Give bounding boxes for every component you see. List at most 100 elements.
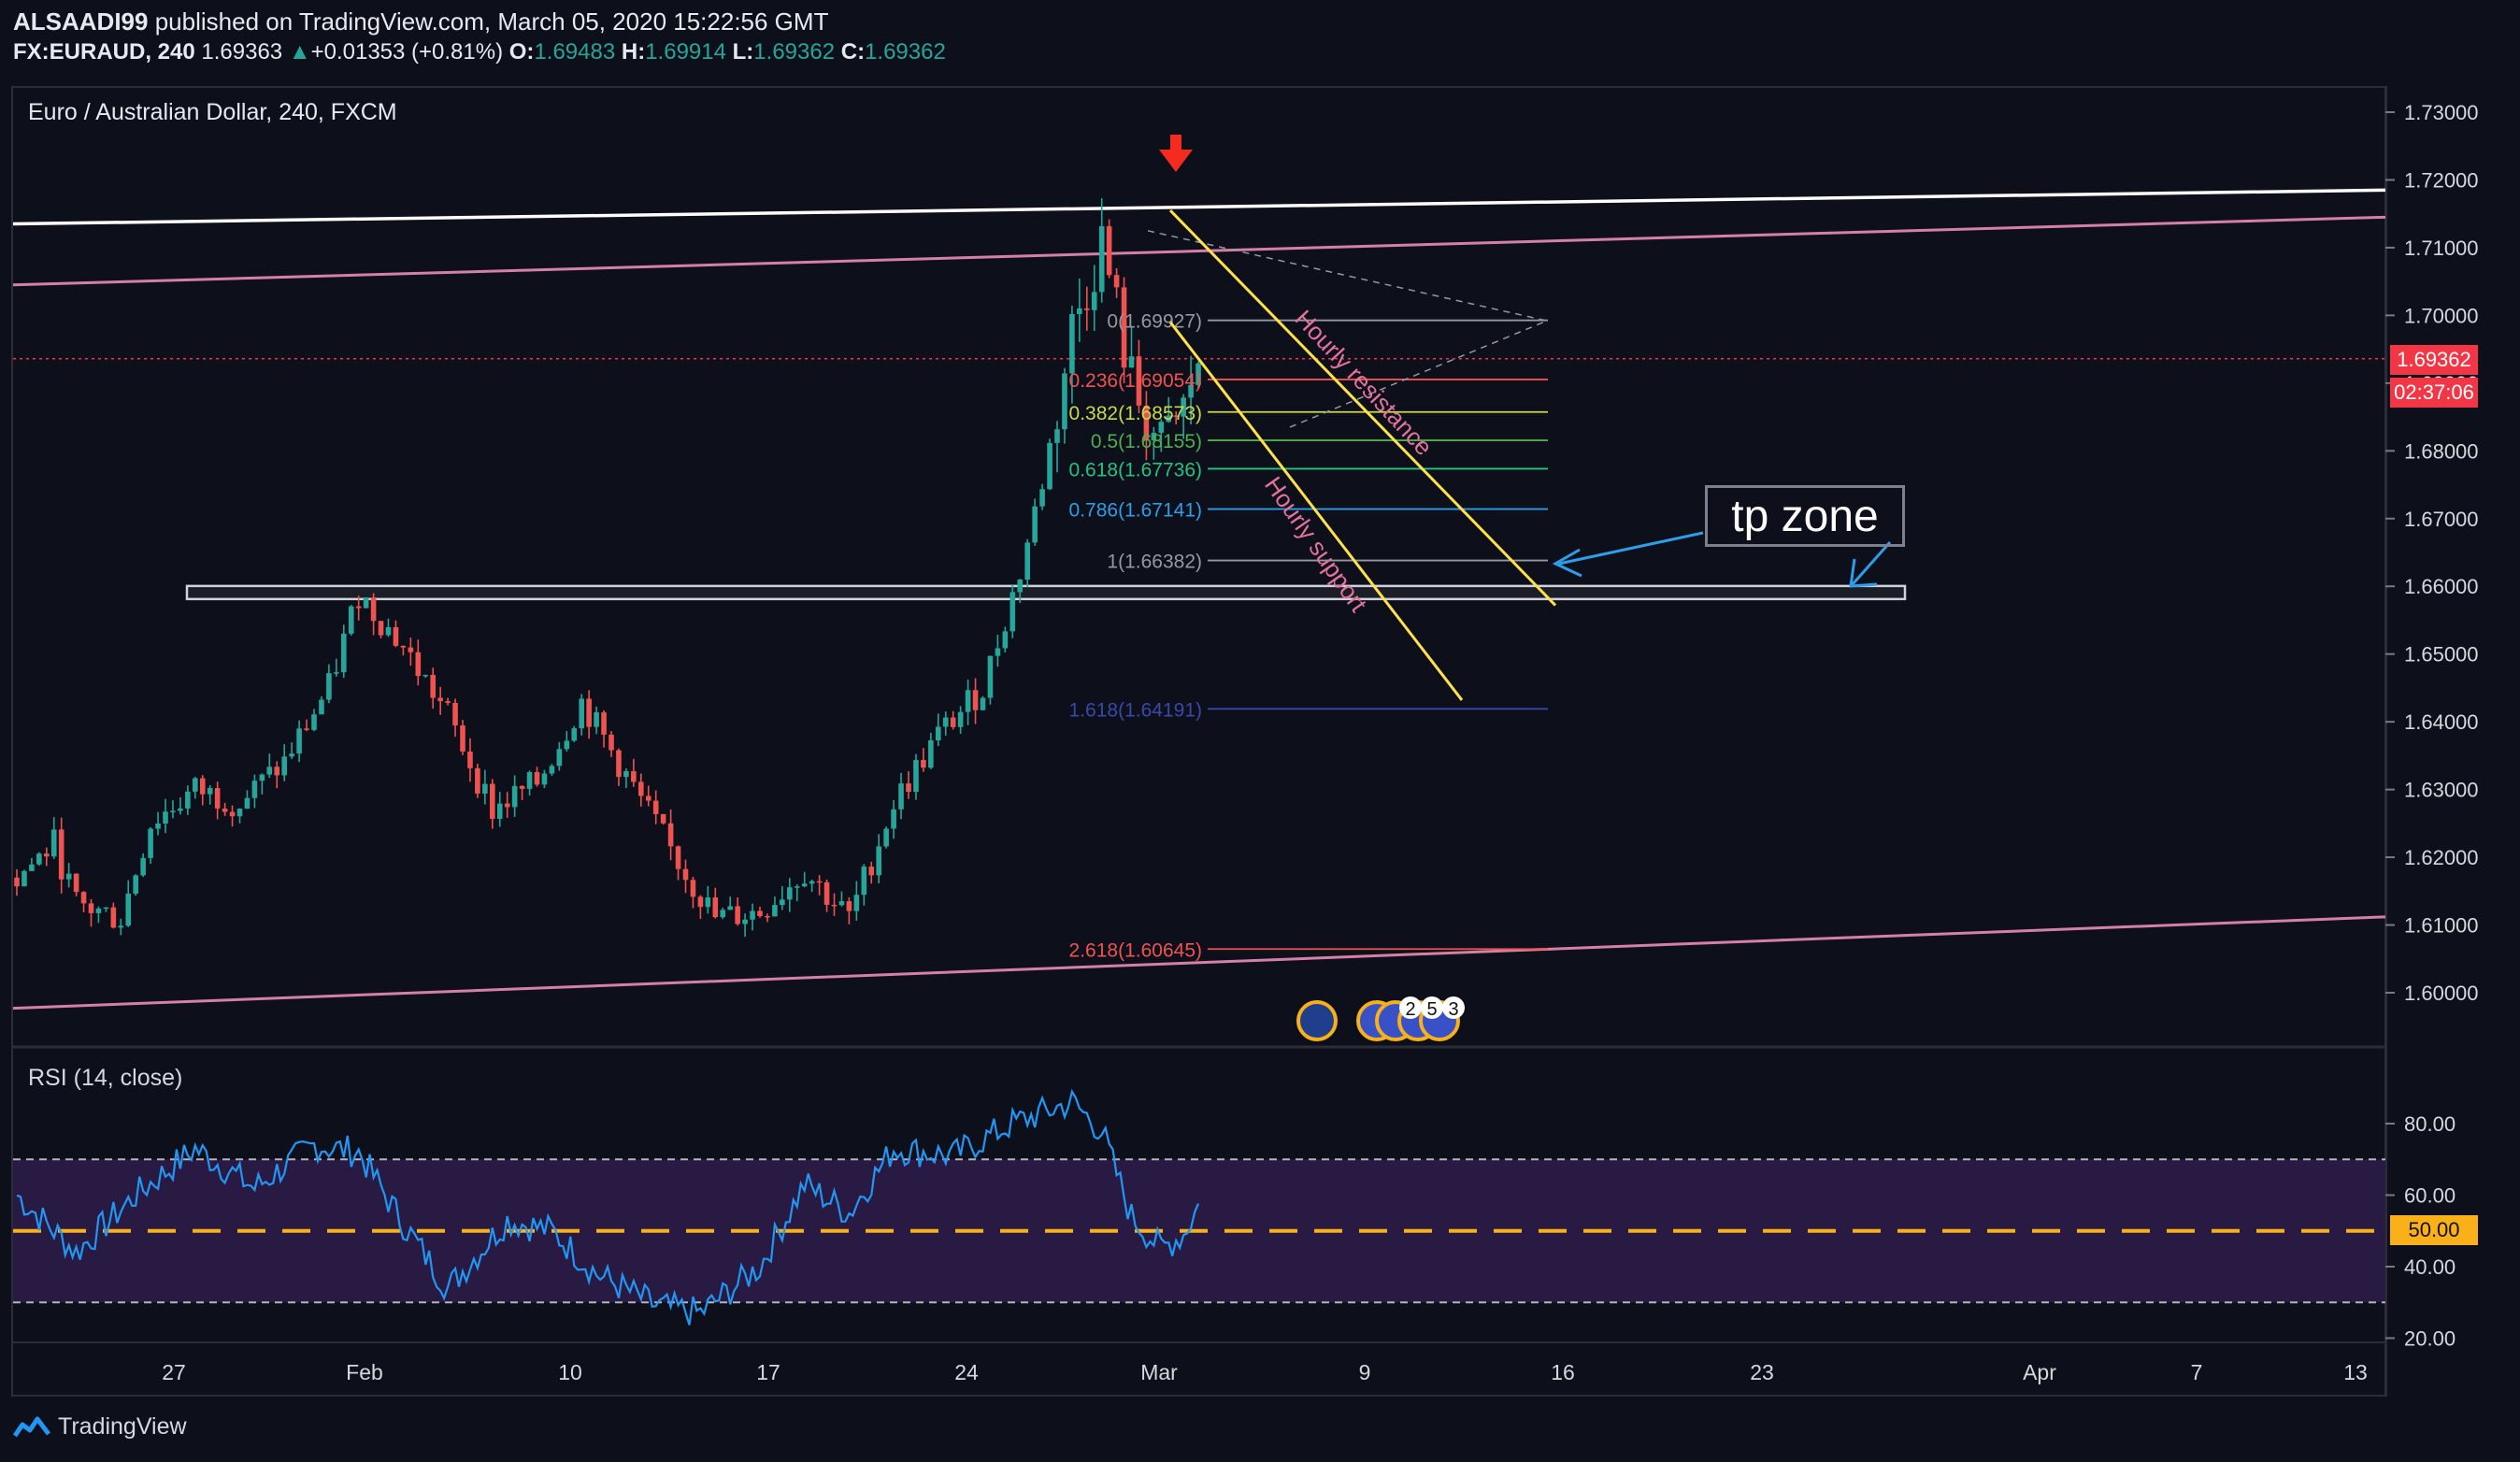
candle-body bbox=[14, 877, 20, 887]
candle-body bbox=[876, 846, 881, 876]
countdown-tag: 02:37:06 bbox=[2390, 378, 2478, 408]
candle-body bbox=[720, 910, 726, 918]
candle-body bbox=[65, 873, 72, 880]
candle-body bbox=[155, 823, 161, 829]
candle-body bbox=[1113, 275, 1120, 288]
candle-body bbox=[594, 712, 599, 727]
candle-body bbox=[29, 864, 35, 871]
fib-level-label: 0.786(1.67141) bbox=[1069, 500, 1202, 522]
candle-body bbox=[987, 655, 994, 698]
candle-body bbox=[1077, 308, 1082, 314]
candle-body bbox=[823, 882, 830, 905]
time-tick-label: 27 bbox=[162, 1360, 186, 1384]
candle-body bbox=[586, 698, 592, 727]
time-tick-label: Mar bbox=[1140, 1360, 1178, 1384]
fib-level-label: 1.618(1.64191) bbox=[1069, 699, 1202, 721]
candle-body bbox=[475, 767, 480, 794]
candle-body bbox=[1047, 442, 1052, 490]
candle-body bbox=[712, 897, 719, 918]
candle-body bbox=[460, 725, 465, 752]
candle-body bbox=[601, 712, 607, 735]
candle-body bbox=[623, 771, 629, 778]
candle-body bbox=[1009, 592, 1016, 632]
candle-body bbox=[490, 783, 495, 819]
candle-body bbox=[125, 894, 132, 926]
hourly-resistance-text: Hourly resistance bbox=[1290, 305, 1439, 461]
candle-body bbox=[556, 749, 563, 767]
publish-text: published on TradingView.com, March 05, … bbox=[154, 7, 829, 36]
candle-body bbox=[504, 803, 510, 808]
candle-body bbox=[616, 750, 622, 778]
low-label: L: bbox=[732, 39, 754, 64]
candle-body bbox=[1084, 308, 1090, 310]
candle-body bbox=[831, 904, 838, 907]
candle-body bbox=[259, 774, 265, 781]
candle-body bbox=[1017, 580, 1024, 593]
candle-body bbox=[222, 808, 228, 812]
rsi-tick-label: 80.00 bbox=[2404, 1112, 2456, 1136]
candle-body bbox=[415, 652, 422, 677]
last-price: 1.69363 bbox=[201, 39, 283, 64]
candle-body bbox=[21, 870, 27, 887]
candle-body bbox=[103, 907, 109, 910]
high-label: H: bbox=[621, 39, 646, 64]
time-tick-label: 7 bbox=[2191, 1360, 2203, 1384]
time-tick-label: 24 bbox=[954, 1360, 979, 1384]
tp-zone-label[interactable]: tp zone bbox=[1705, 485, 1905, 547]
candle-body bbox=[1098, 225, 1105, 293]
up-arrow-icon: ▲ bbox=[288, 39, 311, 64]
candle-body bbox=[445, 701, 451, 703]
candle-body bbox=[1121, 287, 1127, 368]
candle-body bbox=[1106, 225, 1112, 276]
candle-body bbox=[638, 781, 644, 796]
candle-body bbox=[1196, 363, 1201, 385]
tp-arrow-line bbox=[1558, 531, 1704, 566]
rsi-line bbox=[16, 1088, 1200, 1326]
fib-level-label: 0(1.69927) bbox=[1107, 311, 1202, 333]
candle-body bbox=[511, 785, 518, 808]
candle-body bbox=[898, 783, 904, 810]
red-arrow-icon bbox=[1159, 150, 1193, 172]
candle-body bbox=[772, 905, 778, 917]
candle-body bbox=[1128, 356, 1135, 368]
candle-body bbox=[1069, 313, 1075, 374]
footer[interactable]: TradingView bbox=[13, 1413, 187, 1440]
candle-body bbox=[1024, 542, 1030, 580]
candle-body bbox=[1188, 384, 1194, 398]
candle-body bbox=[251, 781, 258, 798]
candle-body bbox=[1136, 356, 1142, 406]
candle-body bbox=[437, 697, 443, 702]
candle-body bbox=[341, 633, 347, 673]
candle-body bbox=[178, 808, 183, 811]
tp-arrow-icon bbox=[1552, 548, 1582, 578]
current-price-tag: 1.69362 bbox=[2390, 345, 2478, 375]
candle-body bbox=[1143, 405, 1150, 440]
candle-body bbox=[697, 896, 704, 908]
candle-body bbox=[690, 880, 696, 897]
candle-body bbox=[1062, 373, 1067, 430]
candle-body bbox=[334, 672, 339, 674]
resistance-zone bbox=[185, 584, 1907, 601]
tp-arrow2-icon bbox=[1849, 558, 1878, 588]
close-label: C: bbox=[840, 39, 866, 64]
fib-trend-line bbox=[1147, 230, 1548, 322]
candle-body bbox=[883, 828, 889, 847]
candle-body bbox=[891, 809, 896, 829]
candle-body bbox=[73, 873, 79, 893]
high-value: 1.69914 bbox=[645, 39, 726, 64]
candle-body bbox=[801, 883, 808, 887]
price-tick-label: 1.72000 bbox=[2404, 168, 2479, 192]
candle-body bbox=[289, 753, 294, 757]
candle-body bbox=[765, 915, 770, 918]
hourly-support-line bbox=[1168, 321, 1464, 701]
price-tick-label: 1.64000 bbox=[2404, 710, 2479, 734]
candle-body bbox=[163, 811, 168, 824]
time-tick-label: Feb bbox=[346, 1360, 383, 1384]
candle-body bbox=[311, 714, 317, 730]
candle-body bbox=[467, 751, 473, 768]
candle-body bbox=[995, 648, 1001, 656]
event-count-badge bbox=[1399, 996, 1422, 1019]
candle-body bbox=[229, 811, 236, 817]
candle-body bbox=[88, 903, 94, 913]
